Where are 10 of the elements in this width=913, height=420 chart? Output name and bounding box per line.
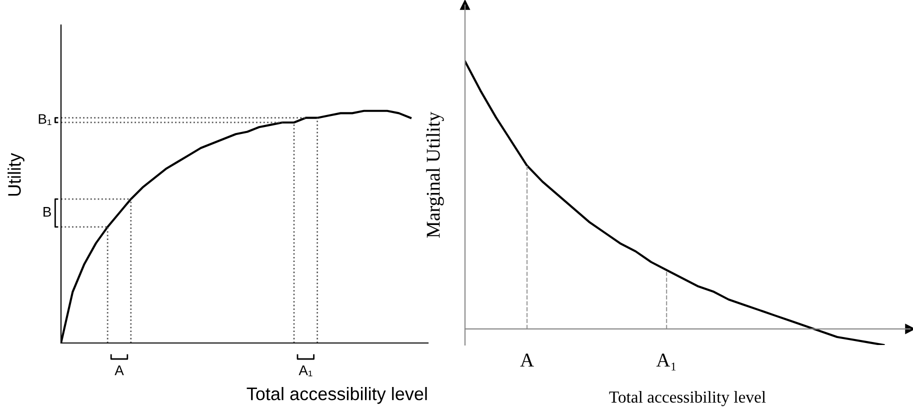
x-tick-label: A [520, 354, 534, 366]
text: B₁ [38, 114, 52, 125]
x-axis-title: Total accessibility level [246, 387, 427, 404]
text: B [44, 207, 51, 217]
x-tick-label: A₁ [298, 366, 312, 376]
y-axis-title: Marginal Utility [426, 112, 444, 238]
x-axis-title: Total accessibility level [609, 391, 766, 406]
x-tick-label: A [114, 366, 124, 376]
x-tick-label: A₁ [656, 354, 676, 370]
y-axis-title: Utility [8, 152, 24, 196]
